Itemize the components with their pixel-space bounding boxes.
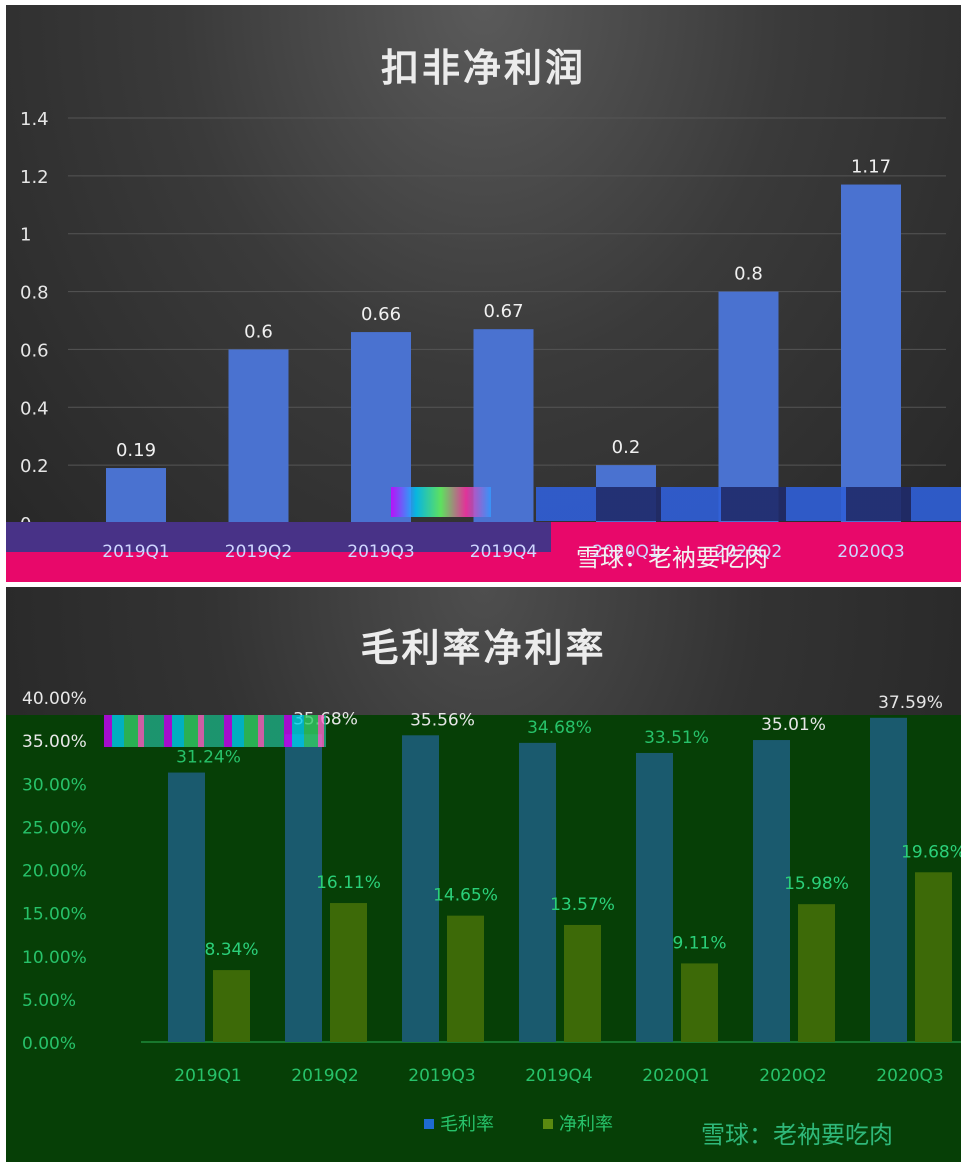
x-tick-label: 2019Q1 <box>102 542 169 562</box>
bar-gross-margin <box>285 734 322 1042</box>
legend-swatch <box>543 1119 553 1129</box>
bar-gross-margin <box>870 717 907 1042</box>
gross-margin-label: 35.56% <box>410 710 475 730</box>
gross-margin-label: 31.24% <box>176 748 241 768</box>
net-margin-label: 15.98% <box>784 874 849 894</box>
bar-value-label: 0.8 <box>734 264 763 285</box>
x-tick-label: 2019Q3 <box>408 1066 475 1086</box>
x-tick-label: 2020Q3 <box>876 1066 943 1086</box>
gross-margin-label: 34.68% <box>527 718 592 738</box>
x-tick-label: 2019Q2 <box>225 542 292 562</box>
image-artifact <box>104 715 326 747</box>
bar-value-label: 0.2 <box>612 437 641 458</box>
bar-gross-margin <box>519 742 556 1042</box>
y-tick-label: 25.00% <box>22 818 87 838</box>
bar-net-margin <box>798 904 835 1042</box>
net-profit-chart-svg: 00.20.40.60.811.21.40.190.60.660.670.20.… <box>20 109 946 535</box>
bar <box>841 184 901 524</box>
y-tick-label: 0.2 <box>20 456 49 477</box>
y-tick-label: 40.00% <box>22 689 87 709</box>
bar-value-label: 0.19 <box>116 440 156 461</box>
y-tick-label: 0.4 <box>20 398 49 419</box>
x-tick-label: 2020Q2 <box>759 1066 826 1086</box>
chart-title: 扣非净利润 <box>380 46 586 90</box>
margin-chart-panel: 毛利率净利率 0.00% 5.00% 10.00% 15.00% 20.00% 25.00… <box>6 587 961 1162</box>
bar-value-label: 1.17 <box>851 157 891 178</box>
bar-net-margin <box>564 924 601 1042</box>
image-artifact <box>536 487 961 521</box>
net-margin-label: 13.57% <box>550 895 615 915</box>
bar-gross-margin <box>636 752 673 1042</box>
y-tick-label: 0.6 <box>20 340 49 361</box>
y-tick-label: 35.00% <box>22 732 87 752</box>
y-tick-label: 15.00% <box>22 905 87 925</box>
x-tick-label: 2020Q1 <box>592 542 659 562</box>
net-margin-label: 9.11% <box>672 933 726 953</box>
x-tick-label: 2020Q1 <box>642 1066 709 1086</box>
bar-gross-margin <box>402 735 439 1042</box>
bar <box>228 349 289 523</box>
x-tick-label: 2020Q2 <box>715 542 782 562</box>
x-tick-label: 2019Q2 <box>291 1066 358 1086</box>
net-margin-label: 19.68% <box>901 842 961 862</box>
x-tick-label: 2019Q1 <box>174 1066 241 1086</box>
image-artifact-strip <box>6 522 551 552</box>
legend-label: 毛利率 <box>440 1114 494 1135</box>
y-tick-label: 10.00% <box>22 948 87 968</box>
bar-net-margin <box>681 963 718 1042</box>
bar-net-margin <box>213 970 250 1042</box>
x-tick-label: 2019Q3 <box>347 542 414 562</box>
margin-chart-svg: 0.00% 5.00% 10.00% 15.00% 20.00% 25.00% 30.00%… <box>22 689 961 1135</box>
bar-net-margin <box>915 872 952 1042</box>
legend-swatch <box>424 1119 434 1129</box>
net-profit-axis-svg: 2019Q1 2019Q2 2019Q3 2019Q4 2020Q1 2020Q2 2020… <box>102 542 904 562</box>
watermark: 雪球：老衲要吃肉 <box>576 544 768 572</box>
net-margin-label: 16.11% <box>316 873 381 893</box>
y-tick-label: 1 <box>20 225 31 246</box>
gross-margin-label: 35.01% <box>761 715 826 735</box>
x-tick-label: 2019Q4 <box>470 542 537 562</box>
image-artifact <box>391 487 491 517</box>
x-tick-label: 2020Q3 <box>837 542 904 562</box>
y-tick-label: 30.00% <box>22 775 87 795</box>
y-tick-label: 5.00% <box>22 991 76 1011</box>
gross-margin-label: 37.59% <box>878 693 943 713</box>
gross-margin-label: 33.51% <box>644 728 709 748</box>
legend-label: 净利率 <box>559 1114 613 1135</box>
bar-net-margin <box>447 915 484 1042</box>
y-tick-label: 0.8 <box>20 283 49 304</box>
bar <box>106 468 166 523</box>
bar-value-label: 0.6 <box>244 321 273 342</box>
y-tick-label: 20.00% <box>22 862 87 882</box>
bar-value-label: 0.66 <box>361 304 401 325</box>
bar-net-margin <box>330 903 367 1042</box>
net-profit-chart-panel: 扣非净利润 00.20.40.60.811.21.40.190.60.660.6… <box>6 5 961 582</box>
x-tick-label: 2019Q4 <box>525 1066 592 1086</box>
y-tick-label: 0.00% <box>22 1034 76 1054</box>
chart-title: 毛利率净利率 <box>360 626 607 670</box>
net-margin-label: 8.34% <box>204 940 258 960</box>
watermark: 雪球：老衲要吃肉 <box>701 1121 893 1149</box>
y-tick-label: 1.4 <box>20 109 49 130</box>
bar-value-label: 0.67 <box>483 301 523 322</box>
bar-gross-margin <box>753 740 790 1042</box>
bar-gross-margin <box>168 772 205 1042</box>
bar <box>718 291 779 523</box>
y-tick-label: 1.2 <box>20 167 49 188</box>
net-margin-label: 14.65% <box>433 886 498 906</box>
